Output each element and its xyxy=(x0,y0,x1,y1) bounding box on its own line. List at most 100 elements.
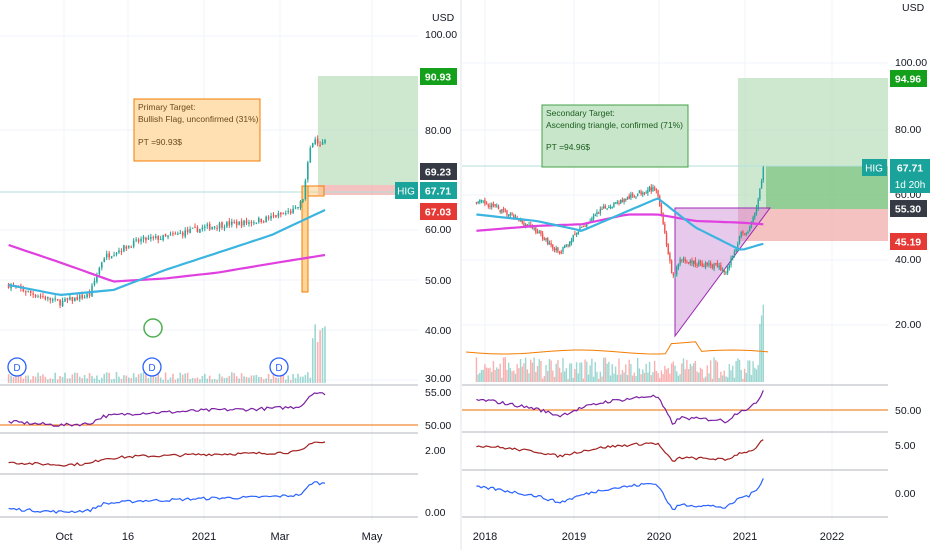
volume-bar xyxy=(480,369,483,382)
candle-body xyxy=(640,191,642,195)
candle-body xyxy=(709,262,712,266)
volume-bar xyxy=(189,378,191,383)
right-time-axis[interactable]: 2018 2019 2020 2021 2022 xyxy=(473,531,844,543)
volume-bar xyxy=(208,375,211,383)
left-time-axis[interactable]: Oct 16 2021 Mar May xyxy=(55,531,382,543)
volume-bar xyxy=(142,372,145,383)
candle-body xyxy=(267,217,270,219)
indicator-tick-label: 5.00 xyxy=(895,440,916,452)
candle-body xyxy=(316,138,319,144)
dividend-marker[interactable]: D xyxy=(142,357,162,377)
candle-body xyxy=(653,187,656,189)
candle-body xyxy=(177,233,179,235)
right-x-tick: 2020 xyxy=(647,531,671,543)
volume-bar xyxy=(196,377,199,383)
candle-body xyxy=(511,213,513,215)
volume-bar xyxy=(547,370,549,382)
candle-body xyxy=(226,222,228,227)
volume-bar xyxy=(135,377,137,383)
volume-bar xyxy=(563,371,566,382)
volume-bar xyxy=(613,373,615,382)
volume-bar xyxy=(536,365,539,382)
dividend-marker[interactable]: D xyxy=(7,357,27,377)
left-symbol-badge[interactable]: HIG xyxy=(395,182,418,199)
volume-bar xyxy=(487,368,490,382)
annotation-target: PT =94.96$ xyxy=(546,142,590,152)
candle-body xyxy=(638,191,641,193)
candle-body xyxy=(558,252,561,254)
volume-bar xyxy=(642,369,644,382)
candle-body xyxy=(570,240,573,243)
volume-bar xyxy=(507,362,510,382)
candle-body xyxy=(547,238,549,245)
volume-bar xyxy=(174,379,177,383)
candle-body xyxy=(127,245,130,248)
volume-bar xyxy=(640,374,642,382)
candle-body xyxy=(477,201,479,203)
volume-bar xyxy=(535,371,537,382)
candle-body xyxy=(42,296,44,298)
candle-body xyxy=(213,226,216,228)
volume-bar xyxy=(275,377,277,383)
primary-target-annotation[interactable]: Primary Target: Bullish Flag, unconfirme… xyxy=(133,98,261,162)
candle-body xyxy=(533,228,535,230)
volume-bar xyxy=(482,369,484,382)
candle-body xyxy=(302,199,304,202)
candle-body xyxy=(681,259,683,261)
volume-bar xyxy=(689,363,691,382)
candle-body xyxy=(307,162,309,180)
volume-bar xyxy=(299,376,302,383)
volume-bar xyxy=(86,378,88,383)
left-rsi-line xyxy=(8,392,326,427)
candle-body xyxy=(691,260,693,264)
price-tick-label: 100.00 xyxy=(895,57,927,69)
candle-body xyxy=(218,223,221,229)
candle-body xyxy=(541,233,544,239)
volume-bar xyxy=(51,378,54,383)
volume-bar xyxy=(723,370,725,382)
volume-bar xyxy=(17,372,20,383)
volume-bar xyxy=(609,375,612,382)
candle-body xyxy=(752,217,754,223)
volume-bar xyxy=(324,326,326,383)
volume-bar xyxy=(591,358,593,382)
volume-bar xyxy=(477,374,479,382)
candle-body xyxy=(667,244,669,255)
volume-bar xyxy=(108,372,110,383)
candle-body xyxy=(277,213,280,217)
indicator-tick-label: 0.00 xyxy=(425,507,446,519)
candle-body xyxy=(169,234,172,236)
volume-bar xyxy=(39,375,42,383)
volume-bar xyxy=(594,362,596,382)
candle-body xyxy=(504,210,506,212)
candle-body xyxy=(250,221,253,224)
secondary-target-annotation[interactable]: Secondary Target: Ascending triangle, co… xyxy=(541,104,689,168)
candle-body xyxy=(572,235,574,242)
candle-body xyxy=(754,213,756,218)
candle-body xyxy=(184,230,186,237)
left-price-axis[interactable] xyxy=(418,0,460,520)
candle-body xyxy=(597,213,600,215)
dividend-marker[interactable]: D xyxy=(269,357,289,377)
left-x-tick: 16 xyxy=(122,531,134,543)
candle-body xyxy=(314,139,316,145)
volume-bar xyxy=(550,360,552,382)
volume-bar xyxy=(618,358,620,382)
candle-body xyxy=(204,226,206,228)
volume-bar xyxy=(730,370,732,382)
left-flow-line xyxy=(8,481,326,514)
left-x-tick: Oct xyxy=(55,531,72,543)
volume-bar xyxy=(137,374,140,383)
annotation-title: Secondary Target: xyxy=(546,108,615,118)
volume-bar xyxy=(659,378,661,382)
candle-body xyxy=(626,196,629,200)
volume-bar xyxy=(59,376,61,383)
candle-body xyxy=(243,220,245,226)
candle-body xyxy=(309,147,312,163)
candle-body xyxy=(606,208,608,210)
right-symbol-badge[interactable]: HIG xyxy=(862,159,887,176)
volume-bar xyxy=(66,378,69,383)
volume-bar xyxy=(250,375,253,383)
volume-bar xyxy=(755,369,758,382)
